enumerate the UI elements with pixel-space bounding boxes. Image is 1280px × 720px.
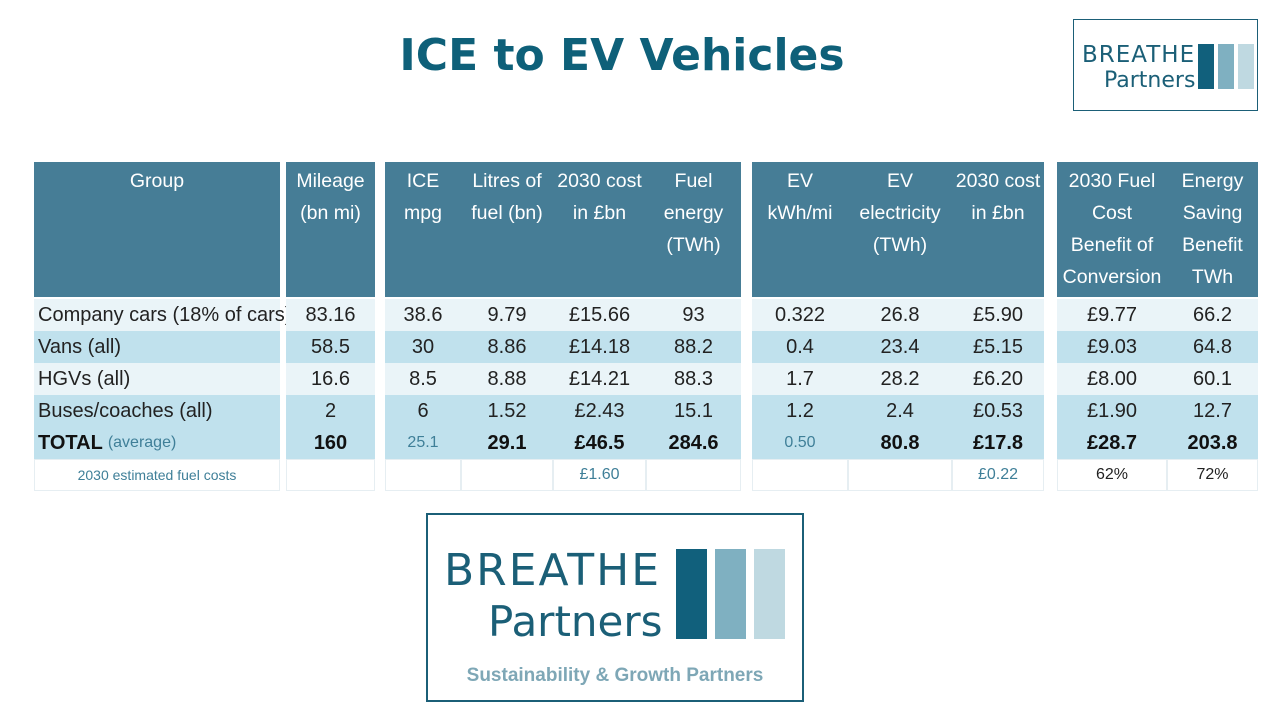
header-ev-kwh: EV kWh/mi (752, 162, 848, 297)
logo-bar-mid (1218, 44, 1234, 89)
logo-word-breathe: BREATHE (1082, 42, 1196, 68)
cell-ice-mpg: 8.5 (385, 363, 461, 395)
total-note: (average) (107, 434, 177, 451)
total-fuel-energy: 284.6 (646, 427, 741, 459)
total-cost-benefit: £28.7 (1057, 427, 1167, 459)
estimate-mileage (286, 459, 375, 491)
cell-energy-benefit: 12.7 (1167, 395, 1258, 427)
cell-ev-electricity: 23.4 (848, 331, 952, 363)
estimate-ice-mpg (385, 459, 461, 491)
cell-ice-mpg: 30 (385, 331, 461, 363)
estimate-ev-electricity (848, 459, 952, 491)
logo-word-partners: Partners (488, 597, 663, 646)
cell-litres: 8.88 (461, 363, 553, 395)
cell-ev-cost: £5.15 (952, 331, 1044, 363)
breathe-partners-logo-large: BREATHE Partners Sustainability & Growth… (426, 513, 804, 702)
header-energy-benefit: Energy Saving Benefit TWh (1167, 162, 1258, 297)
cell-ice-cost: £14.18 (553, 331, 646, 363)
cell-ev-kwh: 1.7 (752, 363, 848, 395)
logo-word-partners: Partners (1104, 68, 1196, 93)
cell-energy-benefit: 64.8 (1167, 331, 1258, 363)
cell-ev-kwh: 0.4 (752, 331, 848, 363)
cell-group: HGVs (all) (34, 363, 280, 395)
total-litres: 29.1 (461, 427, 553, 459)
cell-group: Company cars (18% of cars) (34, 299, 291, 331)
cell-ev-electricity: 2.4 (848, 395, 952, 427)
cell-mileage: 2 (286, 395, 375, 427)
cell-fuel-energy: 88.3 (646, 363, 741, 395)
cell-ice-cost: £15.66 (553, 299, 646, 331)
cell-ev-cost: £5.90 (952, 299, 1044, 331)
cell-cost-benefit: £8.00 (1057, 363, 1167, 395)
cell-ice-mpg: 6 (385, 395, 461, 427)
logo-bar-dark (1198, 44, 1214, 89)
estimate-fuel-energy (646, 459, 741, 491)
cell-mileage: 58.5 (286, 331, 375, 363)
cell-energy-benefit: 66.2 (1167, 299, 1258, 331)
header-ev-electricity: EV electricity (TWh) (848, 162, 952, 297)
total-ice-mpg: 25.1 (385, 427, 461, 459)
cell-litres: 9.79 (461, 299, 553, 331)
logo-tagline: Sustainability & Growth Partners (466, 665, 764, 686)
cell-fuel-energy: 15.1 (646, 395, 741, 427)
breathe-partners-logo-small: BREATHE Partners (1073, 19, 1258, 111)
total-ev-cost: £17.8 (952, 427, 1044, 459)
cell-ice-cost: £2.43 (553, 395, 646, 427)
cell-mileage: 83.16 (286, 299, 375, 331)
logo-bar-light (1238, 44, 1254, 89)
cell-cost-benefit: £1.90 (1057, 395, 1167, 427)
cell-ev-cost: £6.20 (952, 363, 1044, 395)
total-ev-kwh: 0.50 (752, 427, 848, 459)
cell-cost-benefit: £9.77 (1057, 299, 1167, 331)
estimate-litres (461, 459, 553, 491)
total-ev-electricity: 80.8 (848, 427, 952, 459)
cell-fuel-energy: 88.2 (646, 331, 741, 363)
estimate-cost-benefit: 62% (1057, 459, 1167, 491)
estimate-ev-cost: £0.22 (952, 459, 1044, 491)
header-fuel-energy: Fuel energy (TWh) (646, 162, 741, 297)
estimate-energy-benefit: 72% (1167, 459, 1258, 491)
cell-ev-electricity: 26.8 (848, 299, 952, 331)
cell-group: Vans (all) (34, 331, 280, 363)
estimate-group: 2030 estimated fuel costs (34, 459, 280, 491)
total-label: TOTAL (average) (34, 427, 280, 459)
cell-litres: 1.52 (461, 395, 553, 427)
cell-ice-cost: £14.21 (553, 363, 646, 395)
logo-bar-dark (676, 549, 707, 639)
header-ice-cost: 2030 cost in £bn (553, 162, 646, 297)
cell-mileage: 16.6 (286, 363, 375, 395)
cell-group: Buses/coaches (all) (34, 395, 280, 427)
logo-bar-light (754, 549, 785, 639)
header-group: Group (34, 162, 280, 297)
cell-energy-benefit: 60.1 (1167, 363, 1258, 395)
total-energy-benefit: 203.8 (1167, 427, 1258, 459)
cell-ev-kwh: 1.2 (752, 395, 848, 427)
page-title: ICE to EV Vehicles (399, 30, 845, 81)
cell-ev-electricity: 28.2 (848, 363, 952, 395)
total-mileage: 160 (286, 427, 375, 459)
estimate-ice-cost: £1.60 (553, 459, 646, 491)
header-ice-mpg: ICE mpg (385, 162, 461, 297)
header-mileage: Mileage (bn mi) (286, 162, 375, 297)
total-label-text: TOTAL (38, 431, 103, 454)
total-ice-cost: £46.5 (553, 427, 646, 459)
cell-ev-cost: £0.53 (952, 395, 1044, 427)
cell-ev-kwh: 0.322 (752, 299, 848, 331)
logo-bar-mid (715, 549, 746, 639)
header-ev-cost: 2030 cost in £bn (952, 162, 1044, 297)
header-cost-benefit: 2030 Fuel Cost Benefit of Conversion (1057, 162, 1167, 297)
logo-word-breathe: BREATHE (444, 545, 662, 596)
cell-cost-benefit: £9.03 (1057, 331, 1167, 363)
estimate-ev-kwh (752, 459, 848, 491)
cell-ice-mpg: 38.6 (385, 299, 461, 331)
cell-fuel-energy: 93 (646, 299, 741, 331)
cell-litres: 8.86 (461, 331, 553, 363)
header-litres: Litres of fuel (bn) (461, 162, 553, 297)
